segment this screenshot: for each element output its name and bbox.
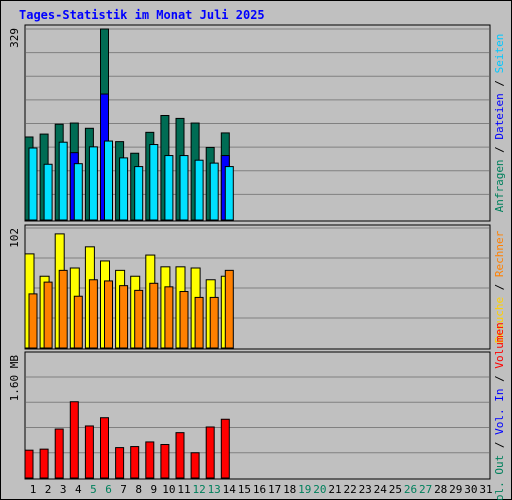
panel-3-border [24, 351, 491, 480]
x-tick-day-21: 21 [328, 483, 341, 496]
x-tick-day-23: 23 [359, 483, 372, 496]
legend-separator: / [493, 435, 506, 455]
bar-volumen-day-13 [205, 426, 215, 479]
bar-seiten-day-14 [224, 166, 234, 221]
bar-rechner-day-2 [43, 281, 53, 349]
bar-rechner-day-8 [134, 289, 144, 349]
panel-2-max-tick: 102 [8, 228, 21, 248]
bar-volumen-day-6 [100, 417, 109, 479]
legend-besuche: Besuche [493, 297, 506, 343]
bar-volumen-day-9 [145, 441, 155, 479]
x-tick-day-2: 2 [45, 483, 52, 496]
bar-rechner-day-14 [224, 269, 234, 349]
bar-volumen-day-12 [190, 452, 200, 479]
x-tick-day-10: 10 [162, 483, 175, 496]
bar-rechner-day-12 [194, 296, 204, 349]
legend-volin: Vol. In [493, 389, 506, 435]
bar-volumen-day-2 [39, 448, 49, 479]
legend-seiten: Seiten [493, 34, 506, 74]
x-tick-day-19: 19 [298, 483, 311, 496]
bar-seiten-day-8 [134, 166, 144, 221]
x-tick-day-1: 1 [30, 483, 37, 496]
x-tick-day-12: 12 [192, 483, 205, 496]
x-tick-day-6: 6 [105, 483, 112, 496]
legend-separator: / [493, 369, 506, 389]
bar-seiten-day-5 [88, 146, 98, 221]
x-tick-day-15: 15 [238, 483, 251, 496]
x-tick-day-17: 17 [268, 483, 281, 496]
legend-separator: / [493, 277, 506, 297]
x-tick-day-16: 16 [253, 483, 266, 496]
panel-3-max-tick: 1.60 MB [8, 355, 21, 402]
x-tick-day-26: 26 [404, 483, 417, 496]
bar-rechner-day-9 [149, 282, 159, 349]
bar-seiten-day-9 [149, 144, 159, 221]
x-tick-day-25: 25 [389, 483, 402, 496]
panel-1-border [24, 24, 491, 222]
bar-rechner-day-6 [104, 280, 113, 349]
x-tick-day-30: 30 [464, 483, 477, 496]
bar-seiten-day-12 [194, 159, 204, 221]
bar-seiten-day-13 [209, 162, 219, 221]
bar-rechner-day-10 [164, 286, 174, 349]
x-tick-day-28: 28 [434, 483, 447, 496]
x-tick-day-29: 29 [449, 483, 462, 496]
x-tick-day-9: 9 [150, 483, 157, 496]
x-tick-day-18: 18 [283, 483, 296, 496]
panel-1-max-tick: 329 [8, 28, 21, 48]
x-tick-day-7: 7 [120, 483, 127, 496]
x-tick-day-31: 31 [479, 483, 492, 496]
bar-volumen-day-10 [160, 444, 170, 479]
bar-rechner-day-7 [119, 285, 129, 349]
chart-title: Tages-Statistik im Monat Juli 2025 [19, 8, 265, 22]
bar-rechner-day-5 [88, 279, 98, 349]
bar-volumen-day-8 [130, 446, 140, 479]
bar-volumen-day-3 [54, 428, 64, 479]
legend-dateien: Dateien [493, 93, 506, 139]
x-tick-day-13: 13 [208, 483, 221, 496]
bar-volumen-day-5 [84, 425, 94, 479]
bar-rechner-day-1 [28, 293, 38, 349]
bar-seiten-day-11 [179, 155, 189, 221]
bar-rechner-day-4 [73, 295, 83, 349]
x-tick-day-8: 8 [135, 483, 142, 496]
bar-volumen-day-11 [175, 432, 185, 479]
bar-seiten-day-4 [73, 163, 83, 221]
bar-rechner-day-11 [179, 291, 189, 349]
legend-volumen: Volumen [493, 322, 506, 368]
legend-separator: / [493, 73, 506, 93]
bar-seiten-day-3 [58, 141, 68, 221]
bar-seiten-day-1 [28, 147, 38, 221]
bar-rechner-day-13 [209, 296, 219, 349]
legend-group-3: Vol. Out / Vol. In / Volumen [493, 322, 506, 500]
bar-volumen-day-7 [115, 447, 125, 479]
x-tick-day-11: 11 [177, 483, 190, 496]
legend-separator: / [493, 140, 506, 160]
x-tick-day-4: 4 [75, 483, 82, 496]
legend-group-1: Anfragen / Dateien / Seiten [493, 34, 506, 213]
bar-volumen-day-14 [220, 418, 230, 479]
bar-seiten-day-2 [43, 163, 53, 221]
bar-volumen-day-4 [69, 401, 79, 479]
bar-seiten-day-7 [119, 157, 129, 221]
legend-rechner: Rechner [493, 230, 506, 277]
x-tick-day-5: 5 [90, 483, 97, 496]
x-tick-day-24: 24 [374, 483, 388, 496]
bar-volumen-day-1 [24, 449, 34, 479]
x-tick-day-14: 14 [223, 483, 237, 496]
bar-seiten-day-6 [104, 140, 113, 221]
x-tick-day-22: 22 [343, 483, 356, 496]
legend-anfragen: Anfragen [493, 159, 506, 212]
bar-rechner-day-3 [58, 269, 68, 349]
legend-group-2: Besuche / Rechner [493, 230, 506, 343]
x-tick-day-3: 3 [60, 483, 67, 496]
x-tick-day-20: 20 [313, 483, 326, 496]
legend-volout: Vol. Out [493, 455, 506, 500]
bar-seiten-day-10 [164, 155, 174, 221]
x-tick-day-27: 27 [419, 483, 432, 496]
